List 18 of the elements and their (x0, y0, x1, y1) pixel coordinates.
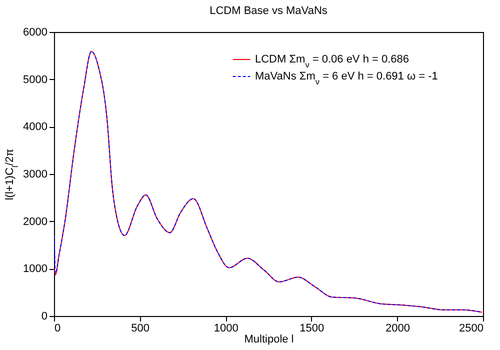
y-tick-label: 0 (41, 310, 48, 322)
x-tick-label: 0 (54, 322, 61, 334)
y-tick-label: 4000 (23, 121, 48, 134)
y-tick-label: 2000 (23, 216, 48, 228)
x-tick-label: 1500 (300, 322, 324, 334)
x-tick-label: 500 (131, 322, 150, 334)
chart-title: LCDM Base vs MaVaNs (210, 5, 328, 17)
x-tick-label: 2500 (459, 322, 484, 334)
line-series (54, 50, 482, 313)
y-tick-label: 3000 (23, 168, 48, 180)
legend-label: MaVaNs Σm$_{ν}$ = 6 eV h = 0.691 ω = -1 (255, 70, 438, 86)
x-axis-title: Multipole l (244, 334, 294, 346)
x-tick-label: 2000 (385, 322, 410, 334)
x-tick-label: 1000 (214, 322, 238, 334)
y-tick-label: 1000 (23, 263, 48, 276)
legend-label: LCDM Σm$_{ν}$ = 0.06 eV h = 0.686 (255, 54, 410, 69)
y-tick-label: 6000 (23, 26, 48, 38)
y-tick-label: 5000 (23, 74, 48, 86)
